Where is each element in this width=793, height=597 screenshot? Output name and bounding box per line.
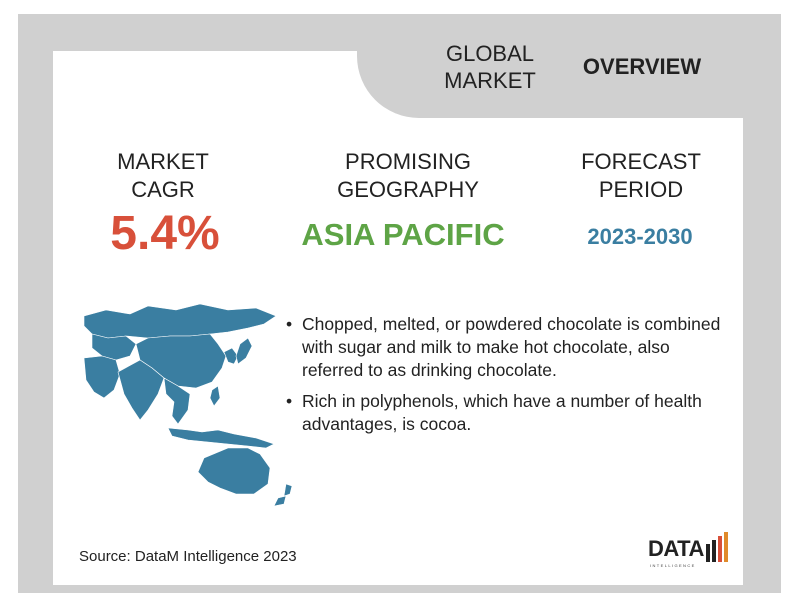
promising-geography-value: ASIA PACIFIC bbox=[301, 217, 505, 252]
logo-tagline: INTELLIGENCE bbox=[650, 563, 696, 568]
source-note: Source: DataM Intelligence 2023 bbox=[79, 548, 297, 565]
bullet-marker: • bbox=[286, 391, 293, 411]
bar-chart-logo-icon bbox=[706, 532, 728, 562]
bullet-text: Chopped, melted, or powdered chocolate i… bbox=[302, 314, 721, 380]
market-cagr-label: MARKET CAGR bbox=[117, 149, 209, 202]
list-item: • Chopped, melted, or powdered chocolate… bbox=[284, 313, 724, 382]
forecast-period-label: FORECAST PERIOD bbox=[581, 149, 701, 202]
header-tab bbox=[357, 14, 781, 118]
bullet-text: Rich in polyphenols, which have a number… bbox=[302, 391, 702, 434]
market-cagr-value: 5.4% bbox=[110, 207, 220, 260]
key-points-list: • Chopped, melted, or powdered chocolate… bbox=[284, 313, 724, 444]
global-market-label: GLOBAL MARKET bbox=[444, 41, 536, 93]
datam-logo: DATA INTELLIGENCE bbox=[648, 530, 732, 570]
list-item: • Rich in polyphenols, which have a numb… bbox=[284, 390, 724, 436]
logo-wordmark: DATA bbox=[648, 536, 704, 561]
bullet-marker: • bbox=[286, 314, 293, 334]
promising-geography-label: PROMISING GEOGRAPHY bbox=[337, 149, 479, 202]
overview-title: OVERVIEW bbox=[582, 54, 702, 79]
asia-pacific-map-icon bbox=[83, 303, 293, 507]
forecast-period-value: 2023-2030 bbox=[587, 224, 693, 249]
